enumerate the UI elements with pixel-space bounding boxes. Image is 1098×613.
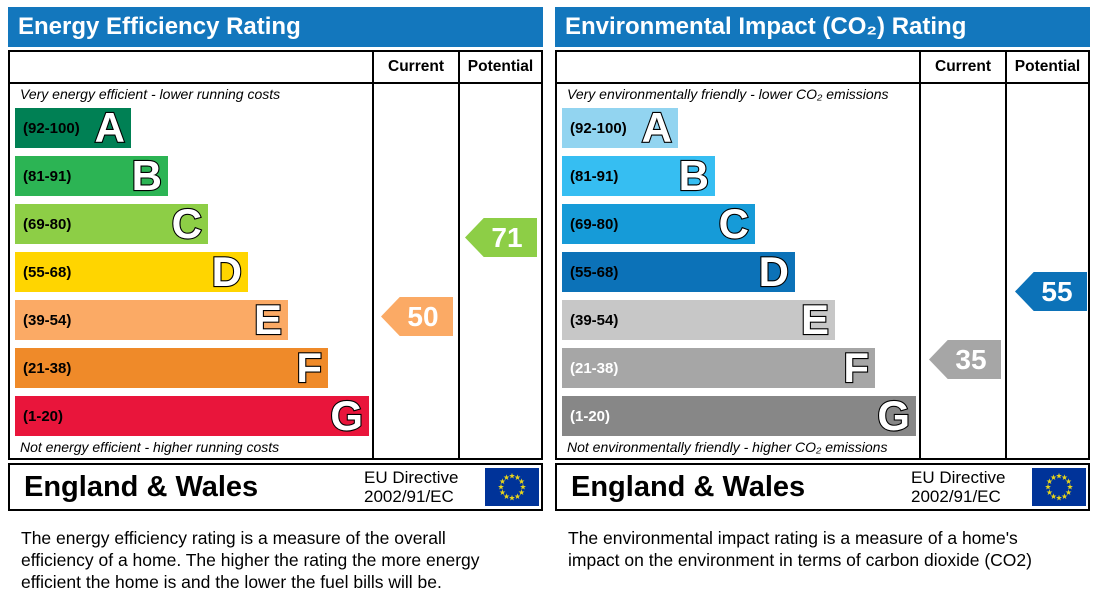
current-column-header: Current [388, 58, 444, 75]
band-range-label: (81-91) [570, 167, 619, 185]
band-range-label: (39-54) [23, 311, 72, 329]
rating-chart: Current Potential Very environmentally f… [555, 50, 1090, 460]
band-g: (1-20) G [562, 392, 916, 439]
potential-column-divider [1005, 52, 1007, 458]
band-letter: C [171, 200, 204, 247]
band-c: (69-80) C [15, 200, 208, 247]
band-b: (81-91) B [562, 152, 715, 199]
band-letter: E [253, 296, 283, 343]
band-range-label: (21-38) [23, 359, 72, 377]
panel-title: Energy Efficiency Rating [8, 7, 543, 47]
band-c: (69-80) C [562, 200, 755, 247]
band-b: (81-91) B [15, 152, 168, 199]
panel-title: Environmental Impact (CO₂) Rating [555, 7, 1090, 47]
bands: (92-100) A (81-91) B (69-80) C (55-68) D (39-54)… [10, 52, 541, 458]
top-caption: Very environmentally friendly - lower CO… [567, 86, 889, 102]
band-letter: F [842, 344, 870, 391]
band-range-label: (55-68) [570, 263, 619, 281]
band-f: (21-38) F [15, 344, 328, 391]
band-e: (39-54) E [562, 296, 835, 343]
band-letter: G [876, 392, 911, 439]
band-range-label: (92-100) [23, 119, 80, 137]
current-rating-value: 35 [955, 343, 987, 375]
panel-description: The environmental impact rating is a mea… [568, 528, 1032, 570]
band-d: (55-68) D [562, 248, 795, 295]
current-column-header: Current [935, 58, 991, 75]
band-range-label: (69-80) [23, 215, 72, 233]
band-letter: A [641, 104, 674, 151]
bottom-caption: Not environmentally friendly - higher CO… [567, 439, 888, 455]
region-label: England & Wales [24, 471, 259, 503]
band-a: (92-100) A [562, 104, 678, 151]
panel-footer: England & Wales EU Directive 2002/91/EC [8, 463, 543, 511]
bands: (92-100) A (81-91) B (69-80) C (55-68) D (39-54)… [557, 52, 1088, 458]
top-caption: Very energy efficient - lower running co… [20, 86, 281, 102]
panel-footer: England & Wales EU Directive 2002/91/EC [555, 463, 1090, 511]
potential-rating-value: 71 [491, 221, 523, 253]
panel-description: The energy efficiency rating is a measur… [21, 528, 480, 592]
band-letter: D [211, 248, 244, 295]
region-label: England & Wales [571, 471, 806, 503]
header-underline [10, 82, 541, 84]
bottom-caption: Not energy efficient - higher running co… [20, 439, 280, 455]
band-letter: D [758, 248, 791, 295]
band-range-label: (92-100) [570, 119, 627, 137]
band-range-label: (1-20) [23, 407, 64, 425]
eu-directive-label: EU Directive 2002/91/EC [364, 468, 459, 506]
band-letter: C [718, 200, 751, 247]
band-letter: B [678, 152, 711, 199]
potential-rating-value: 55 [1041, 275, 1073, 307]
eu-flag-icon [1032, 468, 1086, 506]
band-range-label: (81-91) [23, 167, 72, 185]
band-range-label: (21-38) [570, 359, 619, 377]
band-letter: F [295, 344, 323, 391]
eu-flag-icon [485, 468, 539, 506]
energy-efficiency-panel: Energy Efficiency Rating Current Potenti… [8, 7, 543, 607]
band-d: (55-68) D [15, 248, 248, 295]
current-column-divider [372, 52, 374, 458]
band-a: (92-100) A [15, 104, 131, 151]
band-letter: B [131, 152, 164, 199]
potential-column-divider [458, 52, 460, 458]
potential-column-header: Potential [467, 58, 534, 75]
band-letter: G [329, 392, 364, 439]
eu-directive-label: EU Directive 2002/91/EC [911, 468, 1006, 506]
current-column-divider [919, 52, 921, 458]
band-f: (21-38) F [562, 344, 875, 391]
header-underline [557, 82, 1088, 84]
current-rating-value: 50 [407, 300, 439, 332]
band-range-label: (55-68) [23, 263, 72, 281]
band-range-label: (69-80) [570, 215, 619, 233]
rating-chart: Current Potential Very energy efficient … [8, 50, 543, 460]
band-g: (1-20) G [15, 392, 369, 439]
band-range-label: (1-20) [570, 407, 611, 425]
environmental-impact-panel: Environmental Impact (CO₂) Rating Curren… [555, 7, 1090, 607]
potential-column-header: Potential [1014, 58, 1081, 75]
band-letter: A [94, 104, 127, 151]
band-e: (39-54) E [15, 296, 288, 343]
band-range-label: (39-54) [570, 311, 619, 329]
band-letter: E [800, 296, 830, 343]
